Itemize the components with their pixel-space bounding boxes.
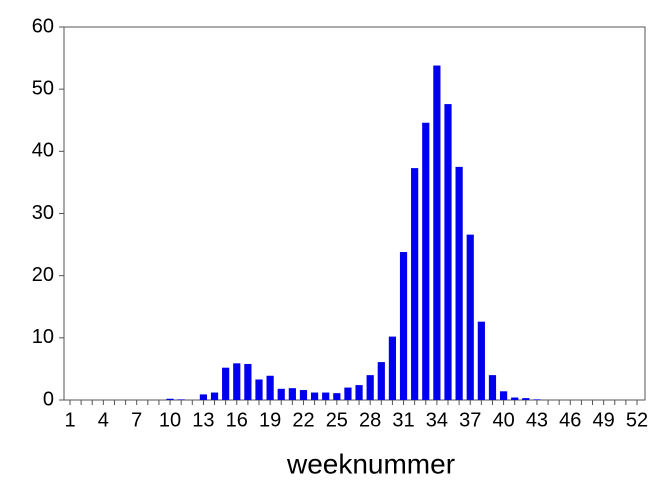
bar	[322, 392, 330, 400]
bar	[166, 398, 174, 400]
x-tick-label: 34	[426, 409, 448, 431]
bar	[433, 65, 441, 400]
y-tick-label: 0	[43, 388, 54, 410]
bar	[355, 385, 363, 400]
bar	[477, 321, 485, 400]
y-tick-label: 40	[32, 140, 54, 162]
y-tick-label: 50	[32, 77, 54, 99]
bar	[233, 363, 241, 400]
bar	[366, 375, 374, 400]
bar	[266, 375, 274, 400]
x-tick-label: 25	[326, 409, 348, 431]
x-axis-label: weeknummer	[286, 448, 455, 479]
bar	[299, 390, 308, 400]
bar	[511, 397, 519, 400]
x-tick-label: 10	[159, 409, 181, 431]
x-tick-label: 37	[459, 409, 481, 431]
bar	[344, 387, 352, 400]
bar	[377, 362, 385, 400]
x-tick-label: 7	[131, 409, 142, 431]
bar	[388, 336, 397, 400]
bar	[310, 392, 319, 400]
x-tick-label: 31	[392, 409, 414, 431]
bar	[222, 367, 230, 400]
y-tick-label: 30	[32, 202, 54, 224]
x-tick-label: 13	[192, 409, 214, 431]
bar	[422, 122, 430, 400]
x-tick-label: 52	[626, 409, 648, 431]
bar	[399, 252, 408, 400]
x-tick-label: 1	[64, 409, 75, 431]
x-tick-label: 16	[226, 409, 248, 431]
x-tick-label: 19	[259, 409, 281, 431]
x-tick-label: 46	[559, 409, 581, 431]
bar	[333, 393, 341, 400]
x-tick-label: 28	[359, 409, 381, 431]
bar	[488, 375, 497, 400]
bar	[288, 388, 296, 400]
bar	[177, 399, 185, 400]
x-tick-label: 49	[593, 409, 615, 431]
bar	[255, 379, 263, 400]
x-tick-label: 40	[492, 409, 514, 431]
x-tick-label: 43	[526, 409, 548, 431]
y-tick-label: 10	[32, 326, 54, 348]
x-tick-label: 4	[98, 409, 109, 431]
bar	[455, 166, 463, 400]
bar	[444, 104, 452, 400]
plot-frame	[63, 26, 646, 401]
y-tick-label: 60	[32, 15, 54, 37]
x-tick-label: 22	[292, 409, 314, 431]
bar	[277, 388, 285, 400]
bar	[533, 399, 541, 400]
bar	[244, 363, 252, 400]
bar	[522, 398, 530, 400]
bar	[210, 392, 219, 400]
bar	[411, 168, 419, 400]
y-tick-label: 20	[32, 264, 54, 286]
bar	[499, 391, 508, 400]
bar	[466, 234, 474, 400]
bar	[199, 394, 208, 400]
